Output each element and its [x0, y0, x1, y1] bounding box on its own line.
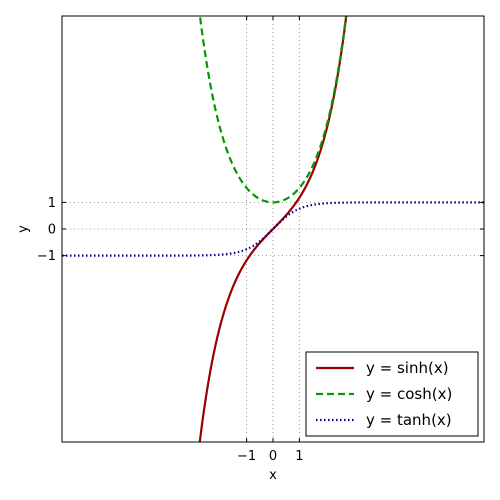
x-tick-label: 0: [269, 449, 277, 464]
x-tick-label: −1: [237, 449, 256, 464]
series-line-cosh: [198, 16, 348, 204]
series-clip-group: [62, 16, 484, 442]
series-line-sinh: [198, 16, 348, 442]
legend-label-tanh: y = tanh(x): [366, 411, 452, 429]
legend-box: [305, 351, 479, 437]
x-tick-label: 1: [295, 449, 303, 464]
y-tick-label: −1: [37, 249, 56, 264]
y-axis-label: y: [16, 225, 31, 233]
ticks: −1 0 1 −1 0 1: [37, 16, 484, 464]
series-layer: [62, 16, 484, 442]
legend: y = sinh(x) y = cosh(x) y = tanh(x): [305, 351, 479, 437]
y-tick-label: 1: [48, 196, 56, 211]
x-axis-label: x: [269, 468, 277, 483]
legend-label-sinh: y = sinh(x): [366, 359, 449, 377]
legend-label-cosh: y = cosh(x): [366, 385, 452, 403]
y-tick-label: 0: [48, 223, 56, 238]
